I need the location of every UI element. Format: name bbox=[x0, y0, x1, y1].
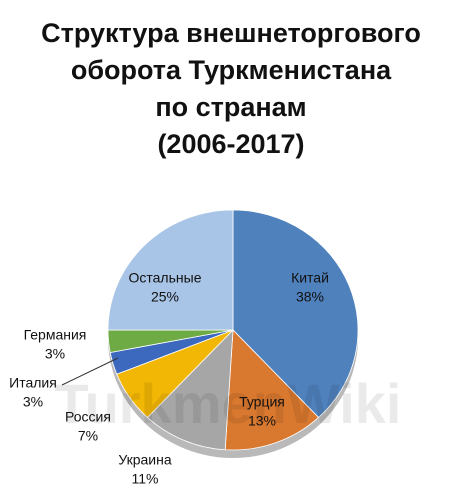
title-line: Структура внешнеторгового bbox=[41, 18, 421, 48]
pie-slice bbox=[146, 328, 234, 451]
title-line: оборота Туркменистана bbox=[71, 55, 392, 85]
slice-name: Турция bbox=[239, 394, 285, 410]
slice-value-label: 38% bbox=[296, 289, 324, 305]
slice-name: Германия bbox=[24, 327, 87, 343]
slice-value-label: 7% bbox=[78, 428, 98, 444]
slice-name: Италия bbox=[9, 375, 57, 391]
pie bbox=[107, 209, 359, 451]
watermark: TurkmenWiki bbox=[55, 372, 402, 435]
pie-slice bbox=[232, 209, 359, 419]
slice-name: Россия bbox=[65, 409, 111, 425]
leader-line bbox=[61, 357, 119, 386]
slice-name: Украина bbox=[118, 452, 172, 468]
slice-value-label: 25% bbox=[151, 289, 179, 305]
pie-slice bbox=[107, 209, 234, 331]
slice-value-label: 3% bbox=[45, 346, 65, 362]
slice-name: Китай bbox=[291, 270, 329, 286]
slice-name: Остальные bbox=[129, 270, 202, 286]
pie-slice bbox=[224, 329, 320, 451]
slice-value-label: 13% bbox=[248, 413, 276, 429]
labels: Китай 38% Турция 13% Украина 11% Россия 7% Итали… bbox=[9, 270, 329, 487]
slice-value-label: 11% bbox=[132, 471, 159, 487]
title-line: по странам bbox=[155, 92, 306, 122]
title-line: (2006-2017) bbox=[157, 129, 304, 159]
title: Структура внешнеторгового оборота Туркмен… bbox=[41, 18, 421, 159]
slice-value-label: 3% bbox=[23, 394, 43, 410]
